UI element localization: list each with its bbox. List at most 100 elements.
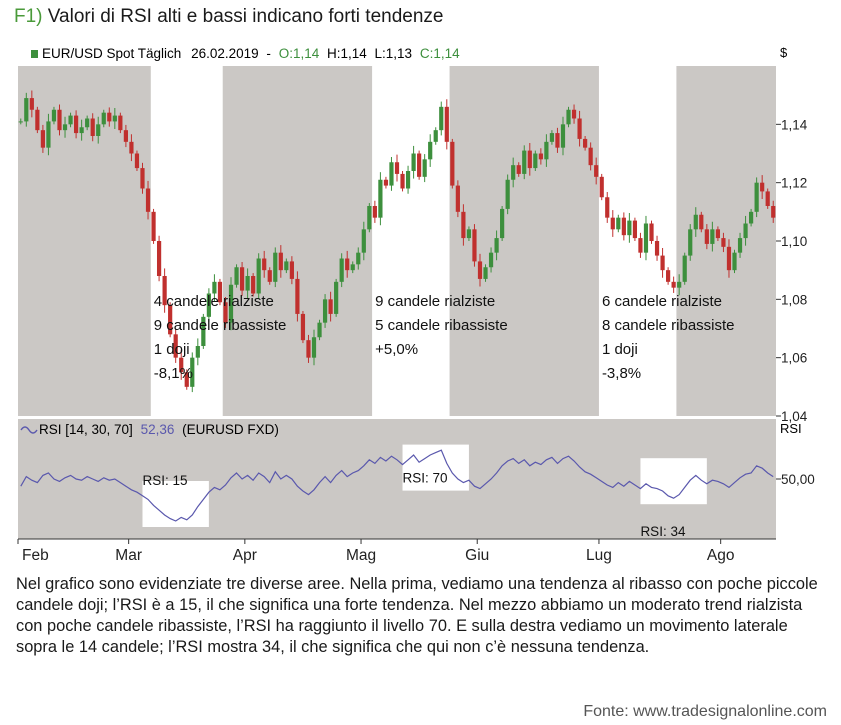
candle-body bbox=[212, 281, 217, 294]
candle-body bbox=[417, 153, 422, 177]
candle-body bbox=[234, 267, 239, 285]
candle-body bbox=[179, 357, 184, 373]
candle-body bbox=[522, 150, 527, 174]
candle-body bbox=[671, 281, 676, 288]
candle-body bbox=[284, 261, 289, 271]
candle-body bbox=[422, 159, 427, 177]
candle-body bbox=[737, 238, 743, 253]
rsi-highlight-box-1 bbox=[142, 481, 209, 527]
rsi-header: RSI [14, 30, 70] 52,36 (EURUSD FXD) bbox=[20, 422, 279, 437]
candle-body bbox=[666, 270, 671, 282]
candle-body bbox=[566, 109, 571, 125]
candle-body bbox=[262, 258, 267, 271]
candle-body bbox=[693, 214, 698, 230]
candle-body bbox=[151, 211, 156, 241]
price-tick-label: 1,08 bbox=[781, 292, 807, 307]
candle-body bbox=[389, 162, 394, 186]
candle-body bbox=[40, 130, 46, 148]
candle-body bbox=[621, 217, 626, 236]
candle-body bbox=[18, 121, 23, 123]
candle-body bbox=[726, 246, 732, 271]
candle-body bbox=[57, 109, 62, 131]
price-header-symbol: EUR/USD Spot Täglich bbox=[42, 46, 181, 61]
candle-body bbox=[765, 191, 770, 206]
candle-body bbox=[168, 305, 173, 335]
candle-body bbox=[721, 238, 726, 247]
candle-body bbox=[710, 229, 715, 244]
candle-body bbox=[477, 261, 483, 279]
price-header-high: H:1,14 bbox=[327, 46, 367, 61]
candle-body bbox=[90, 118, 95, 136]
candle-body bbox=[101, 112, 106, 125]
candle-body bbox=[500, 208, 505, 239]
candle-body bbox=[251, 276, 256, 294]
candle-body bbox=[450, 141, 455, 186]
highlight-note-1-line-1: 4 candele rialziste bbox=[154, 293, 274, 310]
candle-body bbox=[688, 229, 693, 256]
svg-text:RSI [14, 30, 70] 52,36: RSI [14, 30, 70] 52,36 (EURUSD FXD) bbox=[39, 422, 279, 437]
candle-body bbox=[516, 165, 521, 174]
candle-body bbox=[85, 118, 90, 128]
candle-body bbox=[156, 241, 162, 276]
highlight-note-2-line-2: 5 candele ribassiste bbox=[375, 317, 508, 334]
highlight-note-2-line-1: 9 candele rialziste bbox=[375, 293, 495, 310]
candle-body bbox=[195, 346, 200, 358]
candle-body bbox=[107, 112, 112, 122]
price-tick-label: 1,10 bbox=[781, 234, 807, 249]
price-unit-label: $ bbox=[780, 45, 788, 60]
candle-body bbox=[118, 115, 123, 131]
candle-body bbox=[51, 109, 57, 122]
candle-body bbox=[345, 258, 350, 271]
candle-body bbox=[267, 270, 272, 282]
candle-body bbox=[533, 153, 538, 169]
candle-body bbox=[112, 115, 117, 122]
month-label-mar: Mar bbox=[115, 547, 142, 564]
candle-body bbox=[372, 206, 377, 218]
candle-body bbox=[228, 284, 234, 323]
candle-body bbox=[295, 278, 300, 314]
candle-body bbox=[378, 179, 383, 218]
candle-body bbox=[256, 258, 261, 294]
candle-body bbox=[311, 337, 317, 358]
candle-body bbox=[643, 223, 649, 253]
candle-body bbox=[544, 141, 549, 160]
month-label-lug: Lug bbox=[586, 547, 612, 564]
candle-body bbox=[29, 98, 34, 110]
highlight-zone-2 bbox=[372, 66, 450, 416]
candle-body bbox=[654, 241, 660, 256]
highlight-note-3-line-1: 6 candele rialziste bbox=[602, 293, 722, 310]
price-header-close: C:1,14 bbox=[420, 46, 460, 61]
rsi-marker-label-2: RSI: 70 bbox=[403, 471, 448, 486]
candle-body bbox=[129, 141, 134, 154]
price-header-date: 26.02.2019 bbox=[191, 46, 259, 61]
candle-body bbox=[677, 281, 682, 288]
candle-body bbox=[278, 252, 283, 271]
figure-title: F1) Valori di RSI alti e bassi indicano … bbox=[14, 6, 443, 28]
candle-body bbox=[405, 171, 411, 189]
candle-body bbox=[682, 255, 687, 282]
candle-body bbox=[488, 252, 494, 268]
price-header-sep: - bbox=[266, 46, 271, 61]
candle-body bbox=[594, 165, 599, 177]
candle-body bbox=[466, 229, 472, 239]
price-tick-label: 1,14 bbox=[781, 117, 808, 132]
highlight-zone-3 bbox=[598, 66, 677, 416]
highlight-note-3-line-2: 8 candele ribassiste bbox=[602, 317, 735, 334]
price-header-open: O:1,14 bbox=[279, 46, 320, 61]
candle-body bbox=[173, 334, 178, 358]
candle-body bbox=[527, 150, 532, 169]
price-header-swatch bbox=[31, 50, 38, 58]
candle-body bbox=[206, 293, 211, 317]
rsi-marker-label-3: RSI: 34 bbox=[640, 524, 686, 539]
candle-body bbox=[444, 106, 449, 142]
candle-body bbox=[560, 124, 566, 148]
candle-body bbox=[394, 162, 400, 174]
month-label-apr: Apr bbox=[233, 547, 257, 564]
candle-body bbox=[46, 121, 51, 148]
candle-body bbox=[223, 302, 228, 323]
candle-body bbox=[145, 188, 151, 212]
candle-body bbox=[24, 98, 29, 122]
month-label-mag: Mag bbox=[346, 547, 376, 564]
candle-body bbox=[35, 109, 40, 131]
candle-body bbox=[511, 165, 516, 180]
